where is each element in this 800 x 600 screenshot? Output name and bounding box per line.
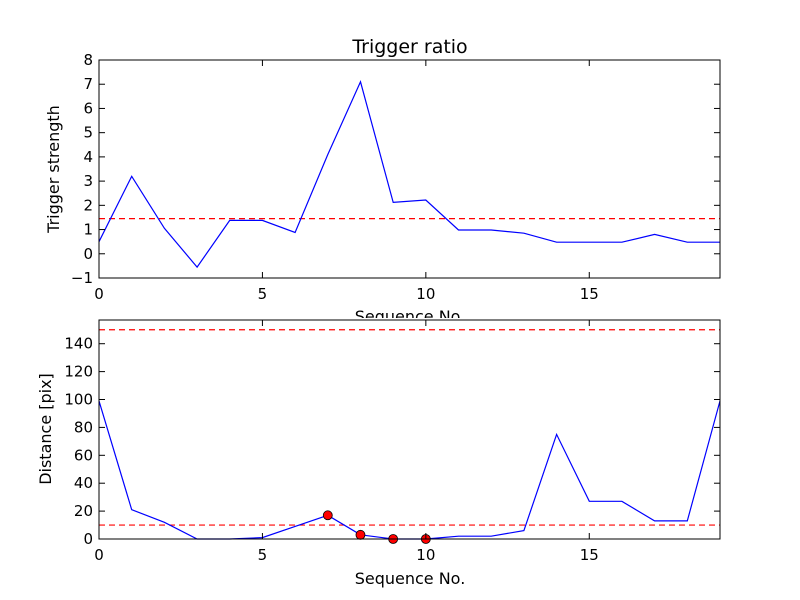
y-tick-label: 7	[83, 75, 93, 93]
tick-group: 0 5 10 15 0 20 40 60 80 100 120 140	[64, 320, 720, 564]
subplot-trigger-strength: Trigger ratio Trigger strength 0 5 10 15−10…	[44, 36, 721, 326]
x-tick-label: 15	[580, 285, 599, 303]
y-tick-label: 120	[64, 363, 93, 381]
y-tick-label: 40	[74, 474, 93, 492]
y-axis-title: Trigger strength	[44, 105, 63, 234]
chart-title: Trigger ratio	[351, 36, 467, 58]
y-tick-label: 3	[83, 172, 93, 190]
x-tick-label: 5	[258, 285, 268, 303]
x-tick-label: 10	[416, 546, 435, 564]
subplot-gap	[99, 318, 720, 326]
y-tick-label: 0	[83, 245, 93, 263]
y-tick-label: 4	[83, 148, 93, 166]
plot-area	[98, 329, 721, 544]
y-tick-label: 6	[83, 99, 93, 117]
x-tick-label: 15	[580, 546, 599, 564]
axes-frame	[98, 59, 721, 279]
x-tick-label: 10	[416, 285, 435, 303]
x-tick-label: 0	[94, 546, 104, 564]
y-tick-label: −1	[71, 269, 93, 287]
data-point-marker	[322, 510, 333, 521]
plot-area	[98, 80, 720, 269]
y-tick-label: 1	[83, 221, 93, 239]
data-point-marker	[355, 529, 366, 540]
y-tick-label: 20	[74, 502, 93, 520]
subplot-distance: Distance [pix] 0 5 10 15020406080100120140 …	[36, 318, 721, 588]
x-axis-title: Sequence No.	[355, 569, 466, 588]
y-tick-label: 5	[83, 124, 93, 142]
y-tick-label: 8	[83, 51, 93, 69]
y-tick-label: 60	[74, 446, 93, 464]
y-tick-label: 80	[74, 418, 93, 436]
y-axis-title: Distance [pix]	[36, 373, 55, 485]
x-tick-label: 0	[94, 285, 104, 303]
axes-frame	[98, 319, 721, 540]
y-tick-label: 0	[83, 530, 93, 548]
y-tick-label: 2	[83, 196, 93, 214]
series-line	[98, 80, 720, 269]
y-tick-label: 140	[64, 335, 93, 353]
series-line	[98, 400, 721, 540]
x-tick-label: 5	[258, 546, 268, 564]
y-tick-label: 100	[64, 391, 93, 409]
